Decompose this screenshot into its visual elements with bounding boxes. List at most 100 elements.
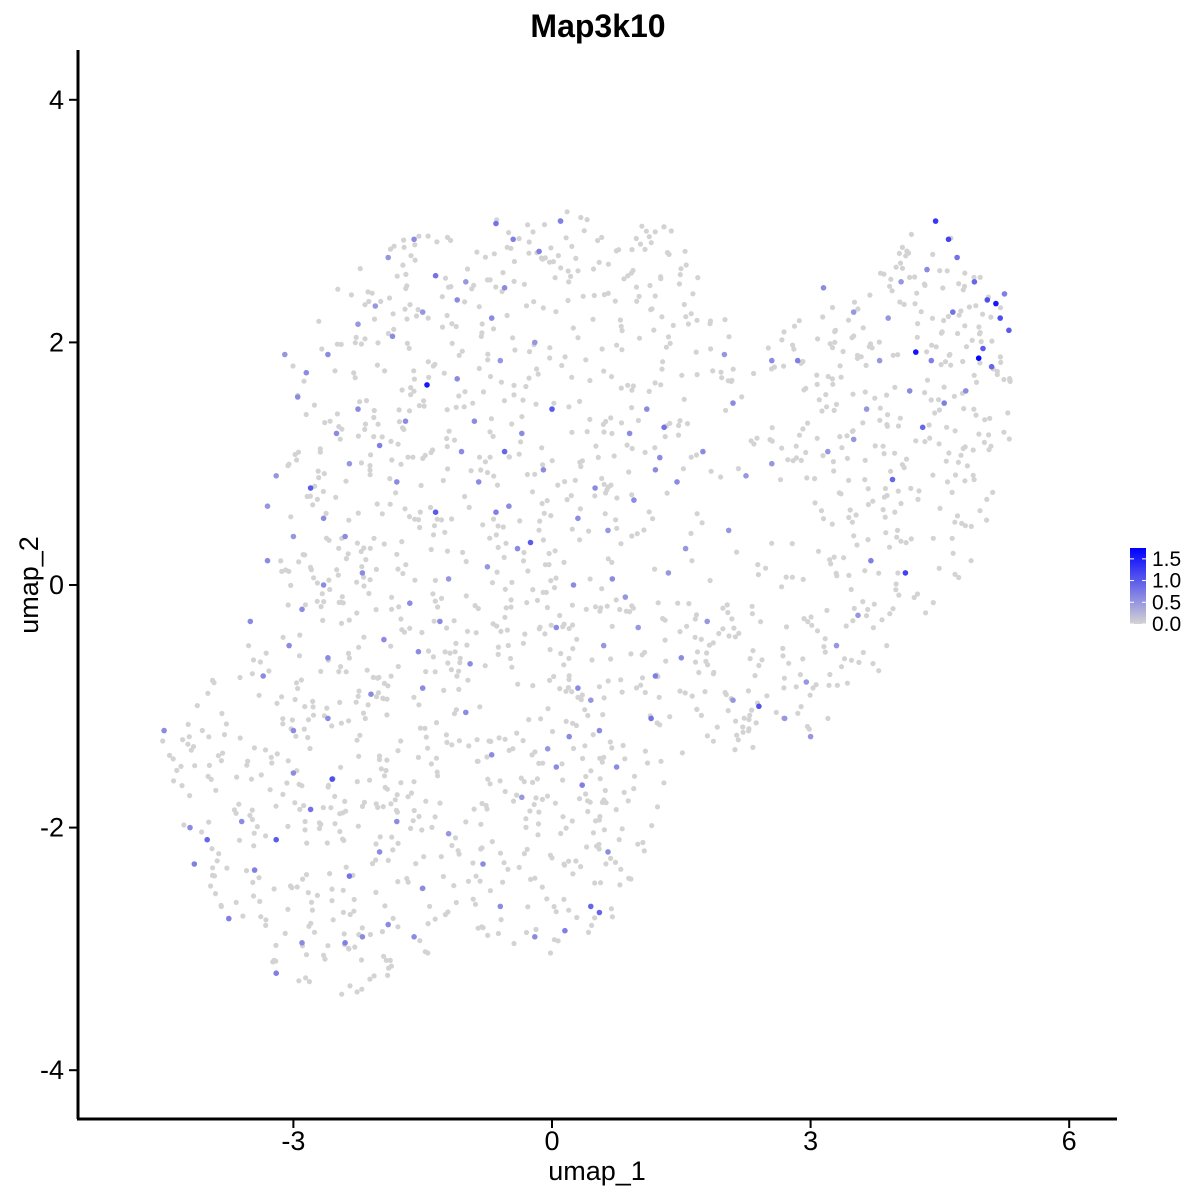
scatter-point xyxy=(540,467,547,473)
scatter-point xyxy=(296,781,302,788)
scatter-point xyxy=(698,636,704,643)
scatter-point xyxy=(521,281,528,287)
scatter-point xyxy=(936,407,943,413)
scatter-point xyxy=(410,454,416,460)
scatter-point xyxy=(419,629,425,636)
scatter-point xyxy=(402,506,408,512)
scatter-point xyxy=(378,298,384,304)
scatter-point xyxy=(924,266,930,273)
scatter-point xyxy=(765,345,771,351)
scatter-point xyxy=(674,479,680,485)
scatter-point xyxy=(494,569,500,575)
scatter-point xyxy=(474,249,480,255)
scatter-point xyxy=(461,404,467,410)
scatter-point xyxy=(320,582,327,588)
scatter-point xyxy=(354,737,360,743)
scatter-point xyxy=(456,851,462,857)
scatter-point xyxy=(519,414,525,420)
scatter-point xyxy=(963,344,970,350)
scatter-point xyxy=(888,468,894,474)
scatter-point xyxy=(444,625,450,631)
scatter-point xyxy=(863,613,870,619)
scatter-point xyxy=(970,472,976,478)
scatter-point xyxy=(456,686,462,693)
scatter-point xyxy=(250,657,257,663)
scatter-point xyxy=(677,688,683,694)
scatter-point xyxy=(562,354,568,360)
scatter-point xyxy=(504,627,510,633)
scatter-point xyxy=(596,841,602,847)
scatter-point xyxy=(736,630,742,636)
scatter-point xyxy=(339,594,345,600)
scatter-point xyxy=(599,346,605,352)
scatter-point xyxy=(976,324,982,330)
scatter-point xyxy=(608,906,615,912)
scatter-point xyxy=(497,357,504,364)
scatter-point xyxy=(876,339,882,345)
scatter-point xyxy=(407,600,413,606)
scatter-point xyxy=(601,368,607,374)
scatter-point xyxy=(530,587,536,593)
scatter-point xyxy=(367,467,373,473)
scatter-point xyxy=(869,345,875,351)
scatter-point xyxy=(300,552,306,558)
scatter-point xyxy=(855,306,861,312)
scatter-point xyxy=(337,828,343,835)
scatter-point xyxy=(305,734,311,741)
scatter-point xyxy=(819,408,825,414)
scatter-point xyxy=(758,619,764,625)
scatter-point xyxy=(220,750,226,756)
scatter-point xyxy=(661,780,667,786)
scatter-point xyxy=(454,297,461,303)
scatter-point xyxy=(404,316,410,322)
scatter-point xyxy=(353,334,359,340)
scatter-point xyxy=(608,374,615,380)
scatter-point xyxy=(406,345,412,351)
scatter-point xyxy=(907,274,913,280)
scatter-point xyxy=(986,432,992,438)
scatter-point xyxy=(425,359,431,365)
scatter-point xyxy=(889,288,895,294)
scatter-point xyxy=(824,607,830,614)
legend-tick-label: 1.5 xyxy=(1152,548,1181,571)
scatter-point xyxy=(359,803,366,810)
scatter-point xyxy=(539,884,545,890)
scatter-point xyxy=(438,854,444,860)
scatter-point xyxy=(435,604,441,610)
scatter-point xyxy=(746,728,752,734)
scatter-point xyxy=(732,634,739,640)
scatter-point xyxy=(430,447,436,453)
scatter-point xyxy=(368,452,374,458)
scatter-point xyxy=(704,618,710,625)
scatter-point xyxy=(373,841,379,847)
scatter-point xyxy=(834,573,840,579)
scatter-point xyxy=(973,412,979,418)
scatter-point xyxy=(535,832,541,838)
scatter-point xyxy=(333,430,340,437)
scatter-point xyxy=(352,340,358,346)
scatter-point xyxy=(484,564,491,570)
scatter-point xyxy=(392,797,398,803)
scatter-point xyxy=(720,605,726,611)
x-axis-ticks: -3 0 3 6 xyxy=(281,1119,1077,1156)
scatter-point xyxy=(642,689,648,696)
scatter-point xyxy=(536,809,542,815)
scatter-point xyxy=(998,359,1004,365)
scatter-point xyxy=(453,323,459,330)
scatter-point xyxy=(662,434,668,440)
scatter-point xyxy=(470,400,476,406)
scatter-point xyxy=(334,567,340,573)
scatter-point xyxy=(523,929,530,936)
scatter-point xyxy=(498,917,504,923)
scatter-point xyxy=(249,671,255,677)
scatter-point xyxy=(325,715,331,722)
scatter-point xyxy=(465,677,471,683)
scatter-point xyxy=(527,539,534,546)
scatter-point xyxy=(665,334,672,340)
scatter-point xyxy=(801,387,807,393)
scatter-point xyxy=(882,485,889,492)
scatter-point xyxy=(551,585,558,591)
scatter-point xyxy=(753,720,759,726)
scatter-point xyxy=(439,324,446,330)
scatter-point xyxy=(647,282,653,289)
